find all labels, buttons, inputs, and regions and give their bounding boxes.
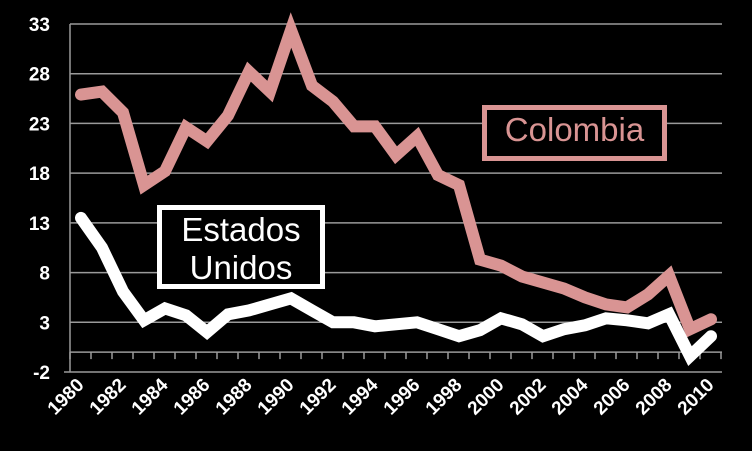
y-tick-label: 23 [29, 114, 50, 135]
legend-label-estados-unidos: Estados Unidos [157, 205, 325, 289]
y-tick-label: 8 [39, 264, 50, 285]
series-line-colombia [75, 12, 717, 338]
x-tick-label: 1982 [86, 375, 131, 420]
y-axis-tick-labels: 33 28 23 18 13 8 3 -2 [29, 15, 50, 384]
x-tick-label: 2010 [674, 375, 719, 420]
series-lines [75, 12, 717, 367]
y-tick-label: 3 [39, 313, 50, 334]
x-tick-label: 2000 [464, 375, 509, 420]
axes [64, 24, 722, 373]
y-tick-label: -2 [33, 363, 50, 384]
x-tick-label: 2002 [506, 375, 551, 420]
x-tick-label: 2008 [632, 375, 677, 420]
y-tick-label: 33 [29, 15, 50, 36]
legend-usa-text-line2: Unidos [189, 249, 293, 286]
y-tick-label: 28 [29, 65, 50, 86]
x-tick-label: 1988 [212, 375, 257, 420]
x-axis-tick-labels: 1980198219841986198819901992199419961998… [44, 374, 719, 419]
x-tick-label: 1994 [338, 374, 383, 419]
x-tick-label: 1984 [128, 374, 173, 419]
legend-colombia-text: Colombia [504, 111, 645, 148]
x-tick-label: 2004 [548, 374, 593, 419]
x-tick-label: 1996 [380, 375, 425, 420]
series-line-estados-unidos [75, 211, 717, 367]
x-tick-label: 1998 [422, 375, 467, 420]
legend-label-colombia: Colombia [482, 105, 667, 161]
x-tick-label: 1980 [44, 375, 89, 420]
x-tick-label: 1990 [254, 375, 299, 420]
legend-usa-text-line1: Estados [181, 211, 301, 248]
y-tick-label: 13 [29, 214, 50, 235]
x-tick-label: 1986 [170, 375, 215, 420]
x-tick-label: 2006 [590, 375, 635, 420]
y-tick-label: 18 [29, 164, 50, 185]
x-tick-label: 1992 [296, 375, 341, 420]
